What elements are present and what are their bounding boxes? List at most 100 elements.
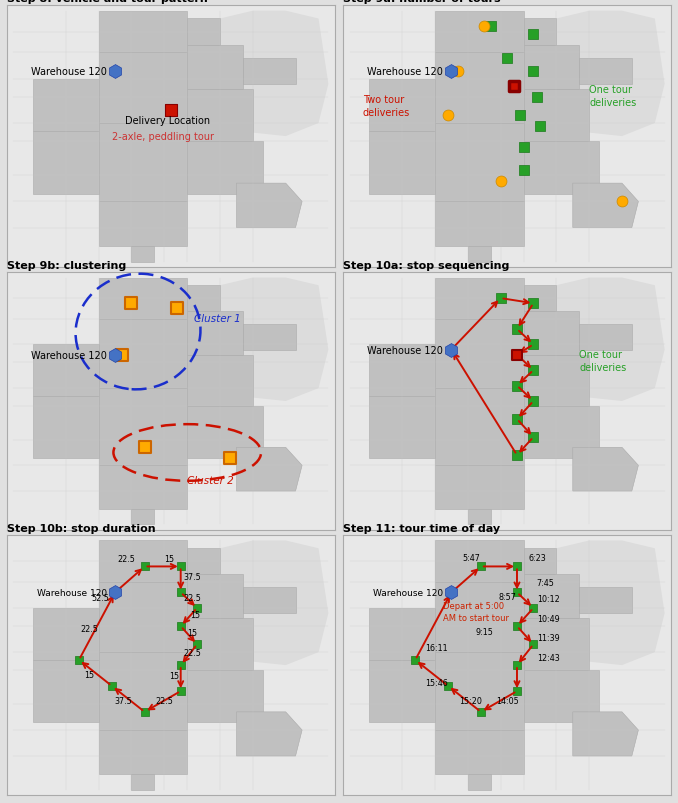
Point xyxy=(616,196,627,209)
Text: Warehouse 120: Warehouse 120 xyxy=(373,588,443,597)
Polygon shape xyxy=(435,124,523,202)
Polygon shape xyxy=(99,582,187,652)
Text: 15:46: 15:46 xyxy=(425,678,448,687)
Text: Step 10b: stop duration: Step 10b: stop duration xyxy=(7,524,155,533)
Polygon shape xyxy=(573,712,639,756)
Polygon shape xyxy=(540,278,664,402)
Point xyxy=(485,21,496,34)
Polygon shape xyxy=(523,355,589,406)
Point xyxy=(512,349,523,361)
Point xyxy=(176,685,186,698)
Text: 15:20: 15:20 xyxy=(460,696,483,705)
Text: Warehouse 120: Warehouse 120 xyxy=(367,345,443,355)
Text: One tour
deliveries: One tour deliveries xyxy=(589,84,637,108)
Point xyxy=(73,654,84,666)
Polygon shape xyxy=(523,618,589,671)
Polygon shape xyxy=(132,247,155,262)
Point xyxy=(176,560,186,573)
Text: 2-axle, peddling tour: 2-axle, peddling tour xyxy=(112,132,214,141)
Text: Depart at 5:00: Depart at 5:00 xyxy=(443,601,504,610)
Point xyxy=(172,303,183,316)
Polygon shape xyxy=(203,11,328,137)
Text: Warehouse 120: Warehouse 120 xyxy=(37,588,107,597)
Point xyxy=(224,451,235,464)
Polygon shape xyxy=(579,59,632,85)
Point xyxy=(508,81,519,94)
Polygon shape xyxy=(99,278,187,320)
Point xyxy=(452,65,463,78)
Text: 10:49: 10:49 xyxy=(537,614,559,623)
Polygon shape xyxy=(33,79,99,132)
Text: 11:39: 11:39 xyxy=(537,634,559,642)
Polygon shape xyxy=(370,608,435,660)
Text: 15: 15 xyxy=(187,629,197,638)
Text: 22.5: 22.5 xyxy=(183,648,201,657)
Polygon shape xyxy=(540,11,664,137)
Polygon shape xyxy=(468,247,491,262)
Polygon shape xyxy=(243,588,296,613)
Polygon shape xyxy=(187,142,263,194)
Text: 22.5: 22.5 xyxy=(80,625,98,634)
Polygon shape xyxy=(573,448,639,491)
Polygon shape xyxy=(99,730,187,774)
Text: Step 9b: clustering: Step 9b: clustering xyxy=(7,261,126,271)
Text: 22.5: 22.5 xyxy=(155,696,174,705)
Point xyxy=(475,560,486,573)
Point xyxy=(528,395,539,408)
Polygon shape xyxy=(523,406,599,458)
Point xyxy=(512,560,523,573)
Polygon shape xyxy=(99,652,187,730)
Text: Step 8: vehicle and tour pattern: Step 8: vehicle and tour pattern xyxy=(7,0,207,4)
Text: 5:47: 5:47 xyxy=(463,553,481,562)
Polygon shape xyxy=(99,11,187,53)
Point xyxy=(165,104,176,117)
Text: Cluster 1: Cluster 1 xyxy=(194,314,241,324)
Polygon shape xyxy=(370,660,435,723)
Polygon shape xyxy=(33,660,99,723)
Text: 10:12: 10:12 xyxy=(537,595,559,604)
Point xyxy=(528,29,539,42)
Polygon shape xyxy=(187,312,243,355)
Polygon shape xyxy=(237,712,302,756)
Point xyxy=(176,586,186,599)
Point xyxy=(192,601,203,614)
Polygon shape xyxy=(187,548,220,574)
Polygon shape xyxy=(99,389,187,466)
Text: Cluster 2: Cluster 2 xyxy=(187,475,234,486)
Point xyxy=(528,297,539,310)
Point xyxy=(139,442,150,454)
Polygon shape xyxy=(370,397,435,458)
Point xyxy=(518,165,529,177)
Point xyxy=(106,679,117,692)
Polygon shape xyxy=(523,142,599,194)
Point xyxy=(176,620,186,633)
Polygon shape xyxy=(187,90,253,142)
Polygon shape xyxy=(99,320,187,389)
Polygon shape xyxy=(203,540,328,665)
Text: Two tour
deliveries: Two tour deliveries xyxy=(363,95,410,118)
Polygon shape xyxy=(33,397,99,458)
Polygon shape xyxy=(523,312,579,355)
Polygon shape xyxy=(579,588,632,613)
Polygon shape xyxy=(99,202,187,247)
Polygon shape xyxy=(237,448,302,491)
Text: 14:05: 14:05 xyxy=(496,696,519,705)
Point xyxy=(512,685,523,698)
Point xyxy=(534,120,545,132)
Polygon shape xyxy=(187,355,253,406)
Point xyxy=(139,560,150,573)
Polygon shape xyxy=(523,671,599,723)
Point xyxy=(479,21,490,34)
Polygon shape xyxy=(435,389,523,466)
Text: Step 10a: stop sequencing: Step 10a: stop sequencing xyxy=(343,261,509,271)
Text: 15: 15 xyxy=(84,670,94,679)
Point xyxy=(528,365,539,377)
Point xyxy=(176,658,186,671)
Point xyxy=(443,109,454,122)
Text: Warehouse 120: Warehouse 120 xyxy=(31,350,107,361)
Point xyxy=(495,175,506,188)
Polygon shape xyxy=(187,46,243,90)
Point xyxy=(139,706,150,719)
Text: 37.5: 37.5 xyxy=(183,573,201,581)
Point xyxy=(512,380,523,393)
